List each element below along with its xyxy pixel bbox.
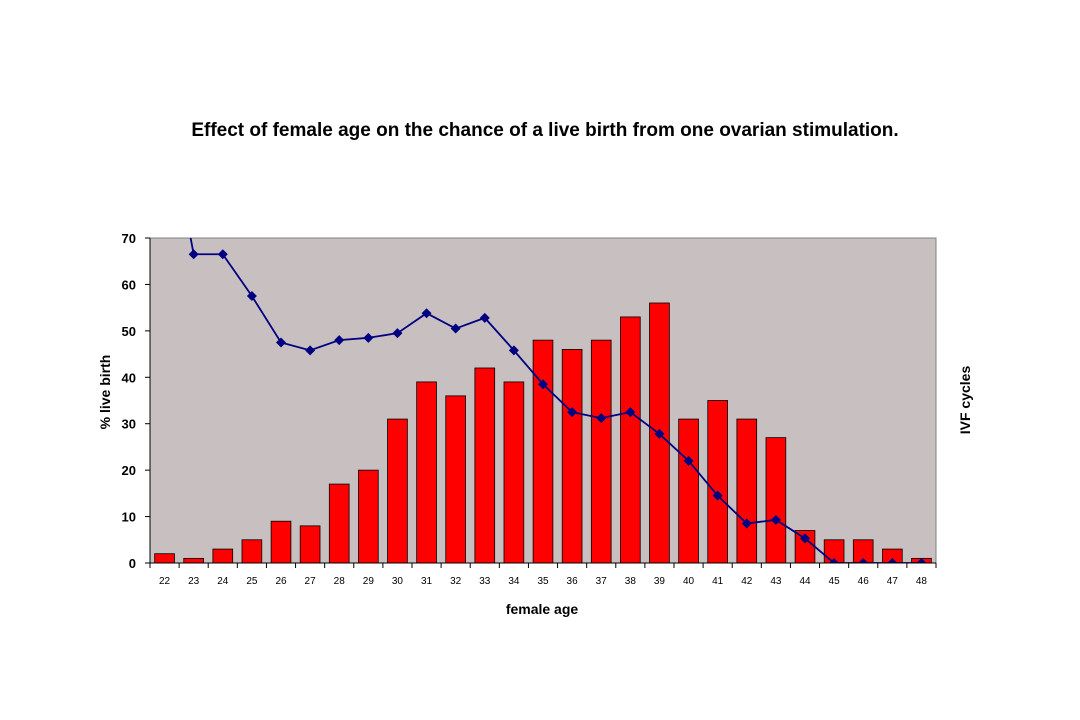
x-tick-label: 31 [421,576,433,587]
line-marker [392,328,403,339]
x-tick-label: 29 [363,576,375,587]
bar [358,469,379,564]
y-axis-label: % live birth [97,355,113,430]
x-tick-label: 23 [188,576,200,587]
x-tick-label: 36 [567,576,579,587]
y-axis-ticks: 0 10 20 30 40 50 60 70 [122,231,150,571]
line-marker [916,558,927,563]
y-tick-label: 60 [122,277,136,292]
bar [154,553,175,564]
line-marker [421,308,432,319]
line-marker [188,249,199,260]
x-tick-label: 38 [625,576,637,587]
x-tick-label: 22 [159,576,171,587]
line-marker [450,323,461,334]
x-tick-label: 24 [217,576,229,587]
bar [590,339,612,564]
axes [149,238,936,564]
x-tick-label: 35 [537,576,549,587]
line-marker [334,335,345,346]
line-marker [741,518,752,529]
x-tick-label: 41 [712,576,724,587]
bar-series [154,302,932,564]
x-tick-label: 48 [916,576,928,587]
line-marker [246,291,257,302]
x-tick-label: 25 [246,576,258,587]
bar [532,339,554,564]
x-tick-label: 40 [683,576,695,587]
x-tick-label: 45 [829,576,841,587]
bar [212,548,234,564]
line-marker [887,558,898,563]
x-tick-label: 43 [770,576,782,587]
y-tick-label: 40 [122,370,136,385]
x-tick-label: 32 [450,576,462,587]
line-marker [508,345,519,356]
line-marker [858,558,869,563]
x-tick-label: 47 [887,576,899,587]
x-tick-label: 27 [305,576,317,587]
bar [620,316,641,564]
bar [736,418,758,564]
bar [270,520,292,564]
line-marker [596,413,607,424]
line-marker [567,407,578,418]
line-marker [305,345,316,356]
bar [678,418,699,564]
x-tick-label: 33 [479,576,491,587]
bar [503,381,525,564]
line-marker [538,379,548,390]
x-tick-label: 46 [858,576,870,587]
y-tick-label: 10 [122,510,136,525]
line-marker [479,312,490,323]
bar [765,437,787,564]
x-tick-label: 34 [508,576,520,587]
x-tick-label: 37 [596,576,608,587]
line-marker [625,407,636,418]
y2-axis-label: IVF cycles [957,366,973,435]
bar [387,418,408,564]
x-tick-label: 39 [654,576,666,587]
x-axis-label: female age [506,601,579,617]
y-tick-label: 0 [129,556,136,571]
bar [445,395,466,564]
y-tick-label: 70 [122,231,136,246]
line-series [160,94,927,563]
line-marker [683,455,694,466]
y-tick-label: 30 [122,417,136,432]
y-tick-label: 50 [122,324,136,339]
bar [328,483,350,564]
bar [299,525,321,564]
bar [561,349,583,564]
bar [241,539,263,564]
line-marker [363,332,374,343]
line-marker [770,514,781,525]
line-marker [160,94,170,104]
line-marker [276,337,286,348]
x-tick-label: 30 [392,576,404,587]
x-tick-label: 28 [334,576,346,587]
bar [707,400,728,564]
line-marker [654,428,665,439]
x-tick-label: 26 [275,576,287,587]
bar [416,381,437,564]
line-marker [217,249,228,260]
bar [474,367,496,564]
line-marker [712,490,723,501]
y-tick-label: 20 [122,463,136,478]
x-tick-label: 44 [799,576,811,587]
bar [183,557,204,564]
x-axis-ticks: 22 23 24 25 26 27 28 29 30 31 32 33 34 35 36 37 38 39 40 41… [149,563,937,587]
line-marker [800,533,810,544]
line-marker [829,558,840,563]
x-tick-label: 42 [741,576,753,587]
chart-title: Effect of female age on the chance of a … [191,120,899,141]
